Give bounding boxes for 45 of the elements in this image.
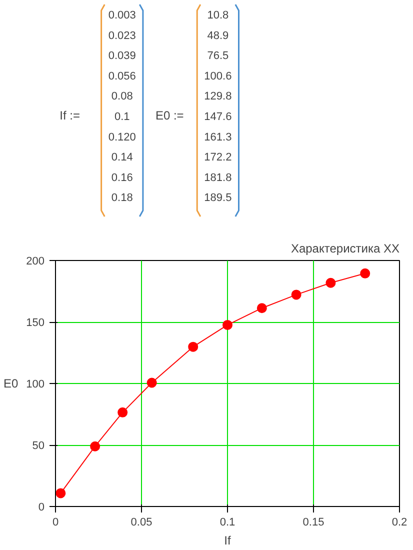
text: 48.9 (207, 30, 229, 42)
y-tick-label: 150 (26, 317, 45, 329)
point (56, 488, 66, 498)
x-tick-label: 0.15 (302, 516, 324, 528)
text: 0.14 (111, 152, 133, 164)
text: 0.039 (108, 50, 136, 62)
point (118, 407, 128, 418)
chart-title: Характеристика XX (290, 242, 400, 256)
text: 189.5 (204, 192, 232, 204)
y-tick-label: 100 (26, 378, 45, 390)
text: 147.6 (204, 111, 232, 123)
point (291, 290, 302, 300)
point (326, 278, 336, 288)
text: 181.8 (204, 172, 232, 184)
point (146, 378, 157, 388)
point (256, 303, 267, 314)
y-tick-label: 200 (26, 256, 45, 268)
text: 0.023 (108, 30, 136, 42)
point (188, 342, 198, 352)
text: 129.8 (204, 90, 232, 103)
text: E0 := (155, 108, 184, 122)
text: 0.16 (111, 172, 133, 184)
x-tick-label: 0.1 (220, 516, 236, 528)
text: 172.2 (204, 152, 232, 164)
y-tick-label: 0 (38, 502, 45, 514)
text: 0.120 (108, 131, 136, 144)
point (222, 320, 232, 330)
y-axis-title: E0 (3, 376, 18, 390)
text: If := (60, 108, 80, 122)
text: 0.1 (114, 111, 130, 123)
text: 76.5 (207, 50, 229, 62)
text: 10.8 (207, 10, 229, 22)
text: 100.6 (204, 70, 232, 82)
x-axis-title: If (224, 534, 232, 548)
y-tick-label: 50 (32, 440, 45, 452)
text: 0.18 (111, 192, 133, 204)
text: 0.08 (111, 90, 133, 103)
text: 0.003 (108, 10, 136, 22)
x-tick-label: 0 (52, 516, 59, 528)
point (90, 441, 100, 452)
x-tick-label: 0.05 (130, 516, 152, 528)
text: 0.056 (108, 70, 136, 82)
text: 161.3 (204, 131, 232, 144)
point (360, 268, 370, 278)
x-tick-label: 0.2 (392, 516, 408, 528)
